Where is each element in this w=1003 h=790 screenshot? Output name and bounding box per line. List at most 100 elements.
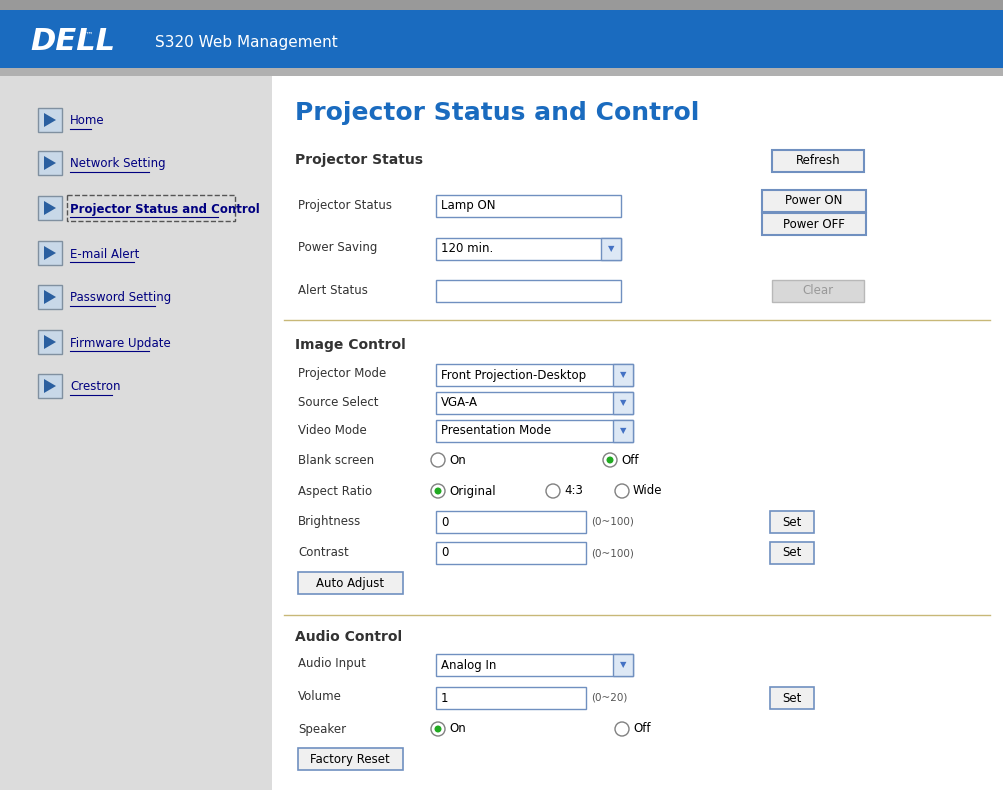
Text: 1: 1	[440, 691, 448, 705]
Circle shape	[615, 722, 628, 736]
FancyBboxPatch shape	[38, 196, 62, 220]
Text: (0~20): (0~20)	[591, 693, 627, 703]
FancyBboxPatch shape	[38, 151, 62, 175]
Text: 0: 0	[440, 516, 448, 529]
Text: ™: ™	[85, 31, 93, 40]
Text: Projector Status: Projector Status	[295, 153, 422, 167]
FancyBboxPatch shape	[435, 654, 632, 676]
Text: Video Mode: Video Mode	[298, 423, 366, 437]
FancyBboxPatch shape	[613, 392, 632, 414]
FancyBboxPatch shape	[613, 420, 632, 442]
Text: Source Select: Source Select	[298, 396, 378, 408]
Polygon shape	[44, 290, 56, 304]
Text: Original: Original	[448, 484, 495, 498]
FancyBboxPatch shape	[272, 76, 1003, 790]
Text: ▼: ▼	[619, 371, 626, 379]
FancyBboxPatch shape	[298, 748, 402, 770]
Text: ▼: ▼	[619, 398, 626, 408]
FancyBboxPatch shape	[771, 280, 864, 302]
Text: Off: Off	[621, 453, 638, 467]
Text: VGA-A: VGA-A	[440, 397, 477, 409]
Text: Power ON: Power ON	[784, 194, 842, 208]
Circle shape	[606, 457, 613, 464]
Text: Clear: Clear	[801, 284, 832, 298]
Polygon shape	[44, 156, 56, 170]
FancyBboxPatch shape	[435, 542, 586, 564]
FancyBboxPatch shape	[435, 280, 621, 302]
Text: 120 min.: 120 min.	[440, 243, 492, 255]
Circle shape	[546, 484, 560, 498]
Text: Crestron: Crestron	[70, 381, 120, 393]
FancyBboxPatch shape	[769, 542, 813, 564]
Text: Contrast: Contrast	[298, 546, 348, 559]
Circle shape	[615, 484, 628, 498]
FancyBboxPatch shape	[435, 238, 621, 260]
Text: Lamp ON: Lamp ON	[440, 200, 495, 213]
Text: Power Saving: Power Saving	[298, 242, 377, 254]
FancyBboxPatch shape	[435, 195, 621, 217]
FancyBboxPatch shape	[769, 511, 813, 533]
Text: Firmware Update: Firmware Update	[70, 337, 171, 349]
FancyBboxPatch shape	[38, 108, 62, 132]
Circle shape	[603, 453, 617, 467]
Polygon shape	[44, 113, 56, 127]
FancyBboxPatch shape	[761, 213, 866, 235]
Text: Image Control: Image Control	[295, 338, 405, 352]
Text: Factory Reset: Factory Reset	[310, 753, 389, 766]
Text: Projector Status: Projector Status	[298, 198, 391, 212]
Text: Analog In: Analog In	[440, 659, 495, 672]
Text: Password Setting: Password Setting	[70, 292, 172, 304]
Text: Projector Status and Control: Projector Status and Control	[295, 101, 699, 125]
Polygon shape	[44, 246, 56, 260]
Text: Network Setting: Network Setting	[70, 157, 165, 171]
Text: ▼: ▼	[619, 427, 626, 435]
FancyBboxPatch shape	[298, 572, 402, 594]
FancyBboxPatch shape	[613, 364, 632, 386]
Text: Brightness: Brightness	[298, 514, 361, 528]
FancyBboxPatch shape	[38, 285, 62, 309]
Text: Wide: Wide	[632, 484, 662, 498]
Text: Refresh: Refresh	[795, 155, 840, 167]
Polygon shape	[44, 335, 56, 349]
Text: Off: Off	[632, 723, 650, 735]
FancyBboxPatch shape	[601, 238, 621, 260]
Text: Auto Adjust: Auto Adjust	[316, 577, 384, 589]
FancyBboxPatch shape	[0, 0, 1003, 10]
Text: 0: 0	[440, 547, 448, 559]
Circle shape	[434, 487, 441, 495]
FancyBboxPatch shape	[435, 687, 586, 709]
Circle shape	[434, 725, 441, 732]
Text: Home: Home	[70, 115, 104, 127]
FancyBboxPatch shape	[771, 150, 864, 172]
Text: ▼: ▼	[619, 660, 626, 669]
Text: Volume: Volume	[298, 690, 342, 704]
Text: Set: Set	[781, 547, 800, 559]
Text: Audio Control: Audio Control	[295, 630, 402, 644]
Text: Set: Set	[781, 516, 800, 529]
Text: 4:3: 4:3	[564, 484, 583, 498]
Polygon shape	[44, 379, 56, 393]
FancyBboxPatch shape	[435, 364, 632, 386]
Polygon shape	[44, 201, 56, 215]
Text: Alert Status: Alert Status	[298, 284, 367, 296]
Text: DELL: DELL	[30, 28, 115, 57]
Circle shape	[430, 722, 444, 736]
Circle shape	[430, 453, 444, 467]
Text: (0~100): (0~100)	[591, 517, 633, 527]
FancyBboxPatch shape	[761, 190, 866, 212]
FancyBboxPatch shape	[38, 374, 62, 398]
FancyBboxPatch shape	[435, 420, 632, 442]
Text: Projector Status and Control: Projector Status and Control	[70, 202, 260, 216]
FancyBboxPatch shape	[0, 10, 1003, 68]
Text: Front Projection-Desktop: Front Projection-Desktop	[440, 368, 586, 382]
Text: Projector Mode: Projector Mode	[298, 367, 386, 381]
Text: ▼: ▼	[607, 244, 614, 254]
Text: Presentation Mode: Presentation Mode	[440, 424, 551, 438]
Text: On: On	[448, 453, 465, 467]
Text: Blank screen: Blank screen	[298, 453, 374, 467]
Text: On: On	[448, 723, 465, 735]
FancyBboxPatch shape	[435, 392, 632, 414]
Text: Speaker: Speaker	[298, 723, 346, 735]
FancyBboxPatch shape	[38, 330, 62, 354]
Text: Set: Set	[781, 691, 800, 705]
